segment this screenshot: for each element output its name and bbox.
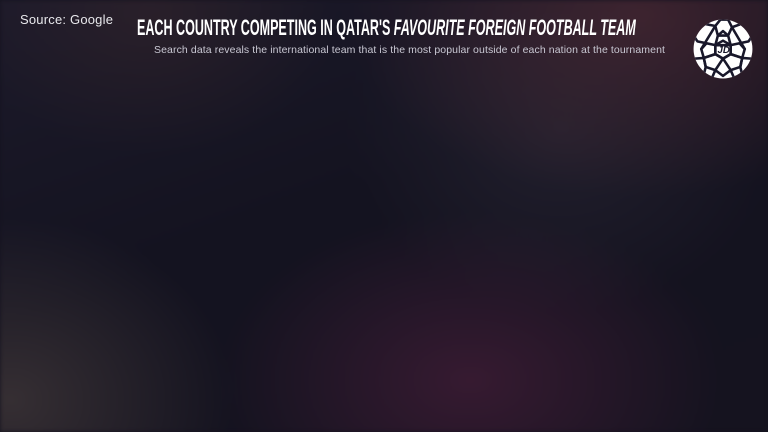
- svg-text:JD: JD: [718, 45, 730, 56]
